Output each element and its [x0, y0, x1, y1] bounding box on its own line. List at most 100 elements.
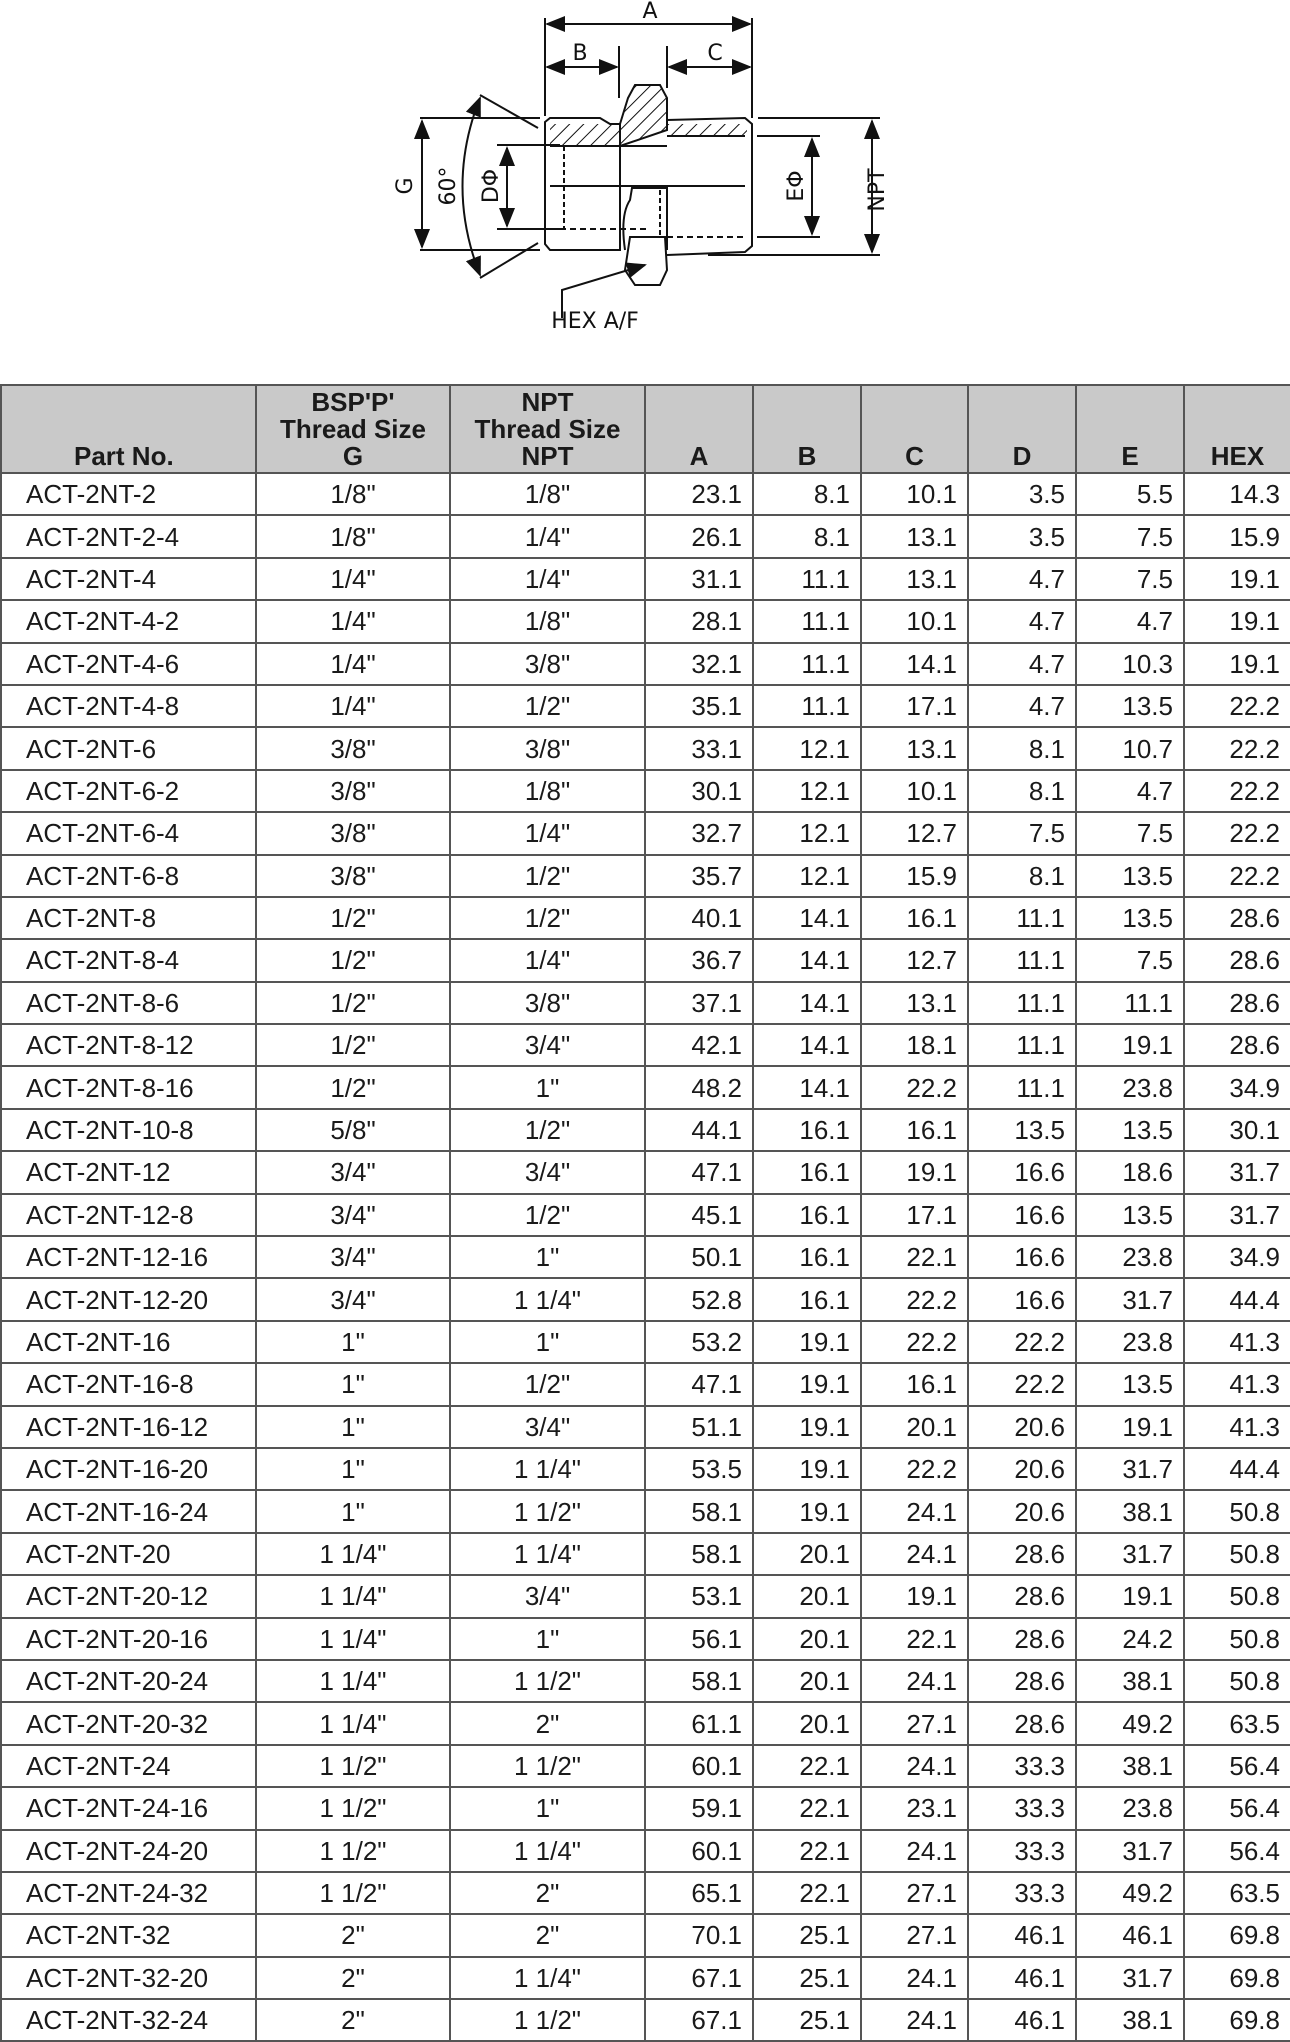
- cell-b: 20.1: [752, 1574, 862, 1619]
- cell-hex: 41.3: [1183, 1404, 1290, 1449]
- cell-bsp-thread: 3/4": [255, 1235, 451, 1280]
- cell-e: 19.1: [1075, 1023, 1185, 1068]
- cell-b: 19.1: [752, 1489, 862, 1534]
- cell-c: 24.1: [860, 1531, 969, 1577]
- cell-b: 19.1: [752, 1446, 862, 1492]
- cell-hex: 44.4: [1183, 1446, 1290, 1492]
- cell-e: 10.3: [1075, 641, 1185, 686]
- cell-npt-thread: 1/2": [449, 1107, 646, 1153]
- cell-e: 38.1: [1075, 1658, 1185, 1704]
- cell-part-no: ACT-2NT-16-8: [0, 1362, 257, 1407]
- cell-b: 14.1: [752, 980, 862, 1026]
- cell-d: 11.1: [967, 980, 1077, 1026]
- cell-b: 22.1: [752, 1786, 862, 1831]
- cell-c: 10.1: [860, 768, 969, 814]
- cell-e: 31.7: [1075, 1828, 1185, 1873]
- cell-a: 31.1: [644, 556, 754, 602]
- cell-part-no: ACT-2NT-12-16: [0, 1235, 257, 1280]
- cell-bsp-thread: 2": [255, 1913, 451, 1958]
- cell-a: 30.1: [644, 768, 754, 814]
- cell-bsp-thread: 1/4": [255, 599, 451, 644]
- cell-part-no: ACT-2NT-12-8: [0, 1192, 257, 1238]
- cell-c: 19.1: [860, 1574, 969, 1619]
- table-row: ACT-2NT-12-8 3/4" 1/2" 45.1 16.1 17.1 16.6 13.5…: [0, 1192, 1290, 1238]
- cell-part-no: ACT-2NT-20-16: [0, 1616, 257, 1661]
- cell-a: 40.1: [644, 895, 754, 941]
- cell-b: 16.1: [752, 1277, 862, 1322]
- cell-bsp-thread: 1/4": [255, 683, 451, 729]
- cell-a: 47.1: [644, 1150, 754, 1195]
- cell-c: 20.1: [860, 1404, 969, 1449]
- cell-part-no: ACT-2NT-4-2: [0, 599, 257, 644]
- table-row: ACT-2NT-4-2 1/4" 1/8" 28.1 11.1 10.1 4.7 4.7 19.…: [0, 599, 1290, 644]
- cell-npt-thread: 3/4": [449, 1404, 646, 1449]
- cell-a: 35.1: [644, 683, 754, 729]
- table-row: ACT-2NT-8-4 1/2" 1/4" 36.7 14.1 12.7 11.1 7.5 28…: [0, 938, 1290, 983]
- cell-b: 14.1: [752, 895, 862, 941]
- cell-a: 58.1: [644, 1531, 754, 1577]
- cell-a: 53.5: [644, 1446, 754, 1492]
- cell-e: 23.8: [1075, 1319, 1185, 1365]
- cell-bsp-thread: 3/4": [255, 1150, 451, 1195]
- cell-npt-thread: 2": [449, 1913, 646, 1958]
- cell-b: 11.1: [752, 641, 862, 686]
- cell-e: 13.5: [1075, 1192, 1185, 1238]
- cell-bsp-thread: 1": [255, 1446, 451, 1492]
- table-row: ACT-2NT-8-12 1/2" 3/4" 42.1 14.1 18.1 11.1 19.1…: [0, 1023, 1290, 1068]
- cell-npt-thread: 1": [449, 1319, 646, 1365]
- cell-bsp-thread: 1/2": [255, 938, 451, 983]
- cell-hex: 41.3: [1183, 1362, 1290, 1407]
- cell-b: 12.1: [752, 726, 862, 771]
- cell-c: 22.1: [860, 1616, 969, 1661]
- cell-bsp-thread: 3/4": [255, 1192, 451, 1238]
- cell-npt-thread: 1 1/2": [449, 1658, 646, 1704]
- cell-bsp-thread: 1": [255, 1404, 451, 1449]
- header-d: D: [967, 384, 1077, 474]
- cell-npt-thread: 3/8": [449, 641, 646, 686]
- cell-hex: 19.1: [1183, 641, 1290, 686]
- cell-e: 13.5: [1075, 1362, 1185, 1407]
- cell-e: 13.5: [1075, 1107, 1185, 1153]
- label-angle: 60°: [436, 167, 461, 206]
- cell-c: 18.1: [860, 1023, 969, 1068]
- table-row: ACT-2NT-16-24 1" 1 1/2" 58.1 19.1 24.1 20.6 38.…: [0, 1489, 1290, 1534]
- table-row: ACT-2NT-20-12 1 1/4" 3/4" 53.1 20.1 19.1 28.6 1…: [0, 1574, 1290, 1619]
- table-row: ACT-2NT-32 2" 2" 70.1 25.1 27.1 46.1 46.1 69.8: [0, 1913, 1290, 1958]
- cell-b: 22.1: [752, 1870, 862, 1916]
- cell-part-no: ACT-2NT-4: [0, 556, 257, 602]
- dimension-angle: [461, 96, 481, 277]
- cell-c: 22.2: [860, 1446, 969, 1492]
- table-row: ACT-2NT-20-32 1 1/4" 2" 61.1 20.1 27.1 28.6 49.…: [0, 1701, 1290, 1746]
- cell-hex: 28.6: [1183, 895, 1290, 941]
- cell-e: 13.5: [1075, 895, 1185, 941]
- cell-b: 25.1: [752, 1955, 862, 2001]
- cell-d: 22.2: [967, 1319, 1077, 1365]
- cell-d: 28.6: [967, 1574, 1077, 1619]
- label-a: A: [642, 0, 657, 24]
- cell-bsp-thread: 1": [255, 1362, 451, 1407]
- cell-e: 10.7: [1075, 726, 1185, 771]
- cell-part-no: ACT-2NT-8-12: [0, 1023, 257, 1068]
- cell-c: 10.1: [860, 471, 969, 517]
- cell-npt-thread: 1": [449, 1235, 646, 1280]
- cell-d: 16.6: [967, 1277, 1077, 1322]
- cell-d: 20.6: [967, 1489, 1077, 1534]
- cell-part-no: ACT-2NT-16-12: [0, 1404, 257, 1449]
- cell-c: 16.1: [860, 895, 969, 941]
- cell-b: 16.1: [752, 1235, 862, 1280]
- cell-a: 65.1: [644, 1870, 754, 1916]
- cell-a: 28.1: [644, 599, 754, 644]
- cell-npt-thread: 1 1/2": [449, 1998, 646, 2042]
- cell-c: 12.7: [860, 811, 969, 856]
- cell-a: 48.2: [644, 1065, 754, 1110]
- table-row: ACT-2NT-6 3/8" 3/8" 33.1 12.1 13.1 8.1 10.7 22.2: [0, 726, 1290, 771]
- cell-part-no: ACT-2NT-20-24: [0, 1658, 257, 1704]
- cell-c: 24.1: [860, 1955, 969, 2001]
- cell-hex: 19.1: [1183, 599, 1290, 644]
- cell-bsp-thread: 3/8": [255, 853, 451, 898]
- table-row: ACT-2NT-12-20 3/4" 1 1/4" 52.8 16.1 22.2 16.6 3…: [0, 1277, 1290, 1322]
- cell-npt-thread: 3/4": [449, 1150, 646, 1195]
- table-row: ACT-2NT-2 1/8" 1/8" 23.1 8.1 10.1 3.5 5.5 14.3: [0, 471, 1290, 517]
- cell-a: 45.1: [644, 1192, 754, 1238]
- cell-part-no: ACT-2NT-24: [0, 1743, 257, 1789]
